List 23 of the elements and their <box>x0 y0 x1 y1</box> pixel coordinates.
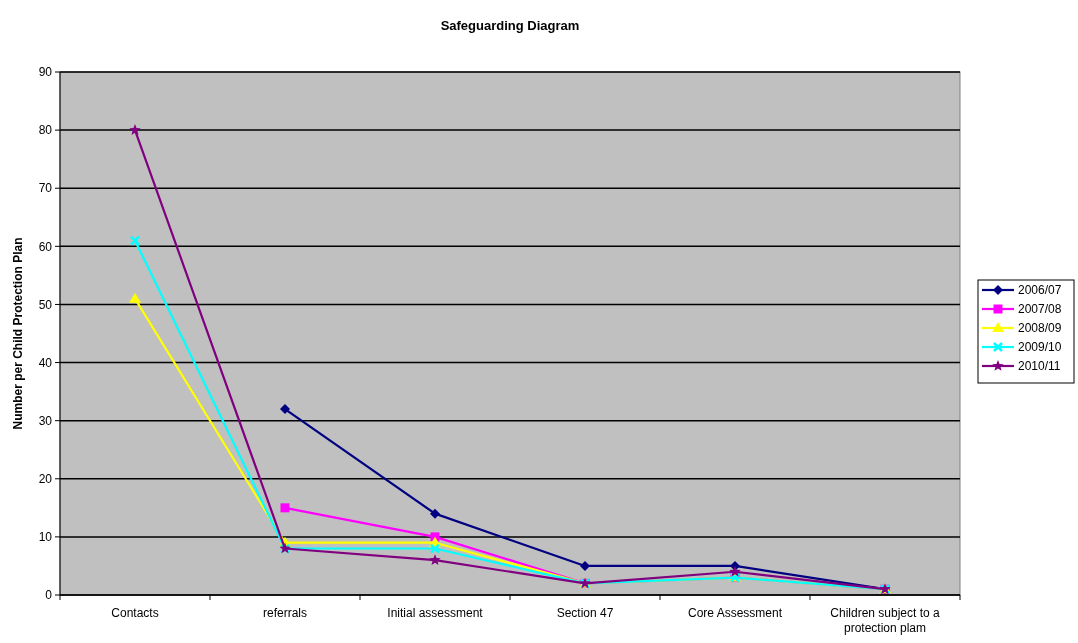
y-axis-title: Number per Child Protection Plan <box>11 237 25 430</box>
chart-title: Safeguarding Diagram <box>440 18 580 33</box>
y-tick-label: 60 <box>38 239 53 254</box>
y-tick-label: 90 <box>38 65 53 80</box>
y-tick-label: 40 <box>38 355 53 370</box>
x-tick-label: Section 47 <box>556 606 614 620</box>
x-tick-label: Contacts <box>111 606 159 620</box>
legend-label: 2009/10 <box>1018 340 1062 355</box>
x-tick-label: Children subject to a protection plam <box>830 606 941 635</box>
y-tick-label: 50 <box>38 297 53 312</box>
y-tick-label: 70 <box>38 181 53 196</box>
x-tick-label: referrals <box>262 606 308 620</box>
legend-label: 2006/07 <box>1018 283 1062 298</box>
legend-label: 2008/09 <box>1018 321 1062 336</box>
y-tick-label: 20 <box>38 471 53 486</box>
legend-label: 2007/08 <box>1018 302 1062 317</box>
y-tick-label: 80 <box>38 123 53 138</box>
legend-label: 2010/11 <box>1018 359 1061 374</box>
y-tick-label: 10 <box>38 530 53 545</box>
x-tick-label: Initial assessment <box>387 606 484 620</box>
x-tick-label: Core Assessment <box>687 606 783 620</box>
y-tick-label: 0 <box>45 588 53 603</box>
y-tick-label: 30 <box>38 413 53 428</box>
